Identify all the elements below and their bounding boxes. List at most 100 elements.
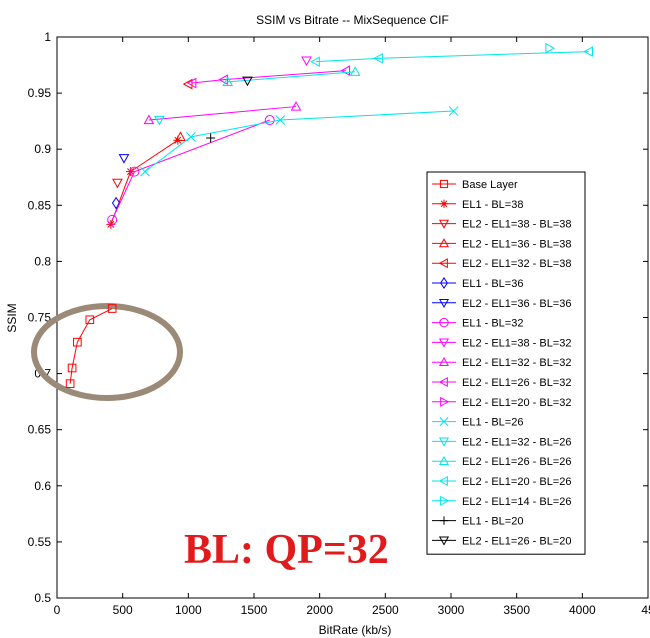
legend-marker bbox=[438, 258, 448, 269]
legend-marker bbox=[438, 219, 450, 229]
legend-entry-label: EL2 - EL1=36 - BL=38 bbox=[462, 238, 571, 250]
x-tick-label: 45 bbox=[641, 603, 650, 617]
legend-entry-label: Base Layer bbox=[462, 179, 518, 191]
chart-title: SSIM vs Bitrate -- MixSequence CIF bbox=[256, 13, 449, 27]
legend: Base Layer EL1 - BL=38 EL2 - EL1=38 - BL=3… bbox=[426, 171, 586, 555]
series-5 bbox=[111, 196, 121, 210]
legend-marker bbox=[438, 437, 450, 447]
legend-marker bbox=[439, 199, 449, 208]
series-10 bbox=[186, 65, 351, 89]
series-6 bbox=[118, 154, 130, 164]
legend-entry-label: EL2 - EL1=32 - BL=26 bbox=[462, 436, 571, 448]
data-point bbox=[118, 154, 130, 164]
data-point bbox=[242, 76, 253, 87]
data-point bbox=[112, 178, 123, 189]
highlight-ellipse-shape bbox=[31, 303, 183, 401]
series-line bbox=[144, 110, 454, 173]
x-tick-label: 3500 bbox=[503, 603, 530, 617]
series-line bbox=[111, 119, 270, 221]
data-point bbox=[545, 42, 556, 54]
series-line bbox=[192, 70, 346, 84]
data-point bbox=[264, 115, 275, 126]
series-line bbox=[148, 106, 297, 121]
x-axis-label: BitRate (kb/s) bbox=[319, 623, 392, 637]
series-0 bbox=[65, 304, 117, 389]
legend-marker bbox=[438, 376, 448, 388]
data-point bbox=[111, 196, 121, 210]
legend-marker bbox=[439, 317, 449, 328]
legend-marker bbox=[440, 277, 448, 289]
plot-axes: 0 500 1000 1500 2000 2500 3000 3500 4000 45 0.5 0.5… bbox=[28, 30, 650, 617]
series-4 bbox=[182, 78, 193, 90]
data-point bbox=[206, 133, 216, 143]
legend-marker bbox=[440, 495, 450, 506]
legend-marker bbox=[438, 238, 450, 248]
y-tick-label: 0.9 bbox=[34, 142, 51, 156]
series-7 bbox=[107, 115, 275, 225]
x-tick-label: 1000 bbox=[175, 603, 202, 617]
data-point bbox=[275, 115, 286, 125]
data-point bbox=[129, 166, 140, 177]
legend-entry-label: EL2 - EL1=38 - BL=32 bbox=[462, 337, 571, 349]
series-2 bbox=[112, 178, 123, 189]
y-axis-label: SSIM bbox=[5, 303, 19, 332]
legend-entry-label: EL1 - BL=26 bbox=[462, 417, 523, 429]
data-point bbox=[107, 304, 117, 313]
legend-marker bbox=[438, 536, 450, 546]
series-16 bbox=[545, 42, 556, 54]
series-9 bbox=[143, 101, 302, 125]
legend-entry-label: EL2 - EL1=32 - BL=32 bbox=[462, 357, 571, 369]
data-point bbox=[126, 167, 136, 177]
data-point bbox=[186, 77, 197, 89]
legend-marker bbox=[438, 455, 450, 466]
data-point bbox=[218, 74, 228, 85]
series-12 bbox=[140, 106, 459, 177]
data-point bbox=[301, 56, 312, 67]
data-point bbox=[373, 52, 383, 64]
x-tick-label: 2000 bbox=[306, 603, 333, 617]
x-tick-label: 2500 bbox=[372, 603, 399, 617]
data-point bbox=[310, 56, 320, 68]
series-line bbox=[227, 71, 356, 83]
legend-marker bbox=[439, 516, 449, 525]
legend-entry-label: EL2 - EL1=26 - BL=20 bbox=[462, 535, 571, 547]
legend-entry-label: EL1 - BL=36 bbox=[462, 278, 523, 290]
data-point bbox=[290, 101, 302, 111]
legend-entry-label: EL1 - BL=32 bbox=[462, 318, 523, 330]
y-tick-label: 0.8 bbox=[34, 254, 51, 268]
y-tick-label: 0.65 bbox=[28, 423, 52, 437]
y-tick-label: 1 bbox=[44, 30, 51, 44]
series-group bbox=[65, 42, 593, 389]
series-line bbox=[69, 308, 113, 384]
legend-entry-label: EL2 - EL1=14 - BL=26 bbox=[462, 496, 571, 508]
legend-marker bbox=[439, 179, 449, 189]
series-1 bbox=[106, 135, 183, 229]
legend-marker bbox=[439, 417, 449, 427]
legend-entry-label: EL2 - EL1=26 - BL=32 bbox=[462, 377, 571, 389]
series-8 bbox=[301, 56, 312, 67]
data-point bbox=[85, 315, 95, 325]
data-point bbox=[448, 106, 459, 116]
data-point bbox=[140, 166, 150, 177]
y-tick-label: 0.55 bbox=[28, 535, 52, 549]
legend-marker bbox=[438, 298, 450, 309]
data-point bbox=[349, 66, 361, 76]
annotation-text: BL: QP=32 bbox=[184, 527, 389, 573]
data-point bbox=[154, 115, 165, 126]
series-line bbox=[315, 51, 589, 63]
legend-entry-label: EL2 - EL1=26 - BL=26 bbox=[462, 456, 571, 468]
data-point bbox=[107, 214, 118, 225]
series-3 bbox=[175, 131, 186, 141]
y-tick-label: 0.95 bbox=[28, 86, 52, 100]
series-18 bbox=[242, 76, 253, 87]
legend-entry-label: EL1 - BL=20 bbox=[462, 516, 523, 528]
x-tick-label: 0 bbox=[54, 603, 61, 617]
legend-entry-label: EL1 - BL=38 bbox=[462, 199, 523, 211]
legend-entry-label: EL2 - EL1=32 - BL=38 bbox=[462, 258, 571, 270]
legend-entry-label: EL2 - EL1=38 - BL=38 bbox=[462, 219, 571, 231]
highlight-ellipse bbox=[31, 303, 183, 401]
legend-entry-label: EL2 - EL1=36 - BL=36 bbox=[462, 298, 571, 310]
legend-entry-label: EL2 - EL1=20 - BL=32 bbox=[462, 397, 571, 409]
